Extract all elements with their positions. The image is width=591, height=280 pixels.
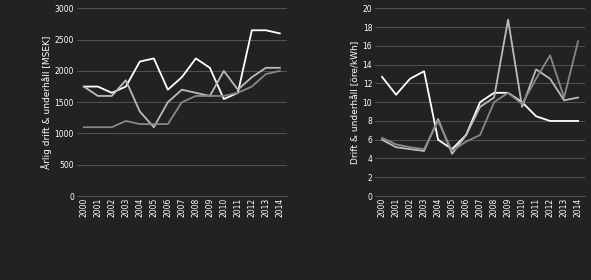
Y-axis label: Årlig drift & underhåll [MSEK]: Årlig drift & underhåll [MSEK] (41, 36, 52, 169)
Y-axis label: Drift & underhåll [öre/kWh]: Drift & underhåll [öre/kWh] (351, 41, 360, 164)
